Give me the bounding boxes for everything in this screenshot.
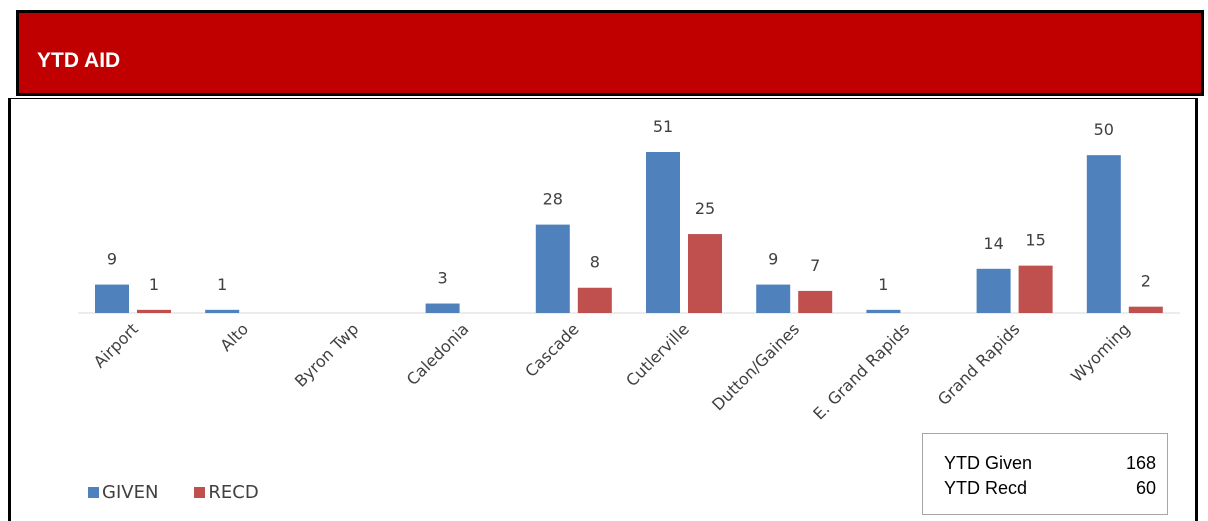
- totals-recd-label: YTD Recd: [944, 478, 1028, 498]
- category-label: Byron Twp: [291, 319, 362, 390]
- bar-recd: [688, 234, 722, 313]
- bar-given: [1086, 155, 1121, 313]
- totals-recd-value: 60: [1135, 478, 1156, 498]
- chart-frame: [8, 98, 1198, 521]
- category-label: Caledonia: [403, 319, 473, 389]
- category-label: Airport: [90, 319, 142, 371]
- bar-recd: [1018, 265, 1053, 313]
- data-label-given: 9: [768, 250, 778, 269]
- bar-given: [535, 224, 570, 313]
- legend-item-given: GIVEN: [88, 482, 158, 503]
- bar-recd: [137, 309, 171, 313]
- totals-box: YTD Given 168 YTD Recd 60: [922, 433, 1168, 515]
- data-label-recd: 7: [810, 256, 820, 275]
- category-label: Grand Rapids: [934, 319, 1024, 409]
- category-label: Wyoming: [1067, 319, 1134, 386]
- totals-given-value: 168: [1125, 453, 1156, 473]
- data-label-recd: 8: [590, 253, 600, 272]
- data-label-given: 3: [438, 269, 448, 288]
- title-banner: YTD AID: [16, 10, 1204, 96]
- category-label: Alto: [216, 319, 252, 355]
- totals-row-recd: YTD Recd 60: [944, 478, 1156, 499]
- bar-given: [95, 284, 129, 313]
- category-label: Cutlerville: [622, 319, 693, 390]
- data-label-given: 9: [107, 250, 117, 269]
- data-label-recd: 1: [149, 275, 159, 294]
- data-label-given: 51: [653, 117, 673, 136]
- totals-given-label: YTD Given: [944, 453, 1033, 473]
- bar-given: [425, 303, 460, 313]
- totals-row-given: YTD Given 168: [944, 453, 1156, 474]
- category-label: E. Grand Rapids: [809, 319, 913, 423]
- bar-recd: [577, 287, 612, 313]
- bar-given: [205, 309, 240, 313]
- data-label-given: 14: [983, 234, 1003, 253]
- legend-swatch-given: [88, 487, 99, 498]
- data-label-given: 1: [217, 275, 227, 294]
- data-label-given: 28: [543, 190, 563, 209]
- bar-given: [866, 309, 901, 313]
- page-title: YTD AID: [37, 49, 121, 72]
- data-label-given: 1: [878, 275, 888, 294]
- legend-label-recd: RECD: [208, 482, 259, 503]
- legend-item-recd: RECD: [194, 482, 259, 503]
- data-label-recd: 2: [1141, 272, 1151, 291]
- bar-given: [756, 284, 791, 313]
- legend: GIVEN RECD: [88, 482, 295, 503]
- bar-recd: [1128, 306, 1163, 313]
- bar-given: [976, 268, 1011, 313]
- bar-recd: [798, 290, 833, 313]
- data-label-given: 50: [1094, 120, 1114, 139]
- data-label-recd: 15: [1025, 231, 1045, 250]
- legend-label-given: GIVEN: [102, 482, 159, 503]
- category-label: Dutton/Gaines: [708, 319, 803, 414]
- category-label: Cascade: [521, 319, 582, 380]
- legend-swatch-recd: [194, 487, 206, 498]
- bar-given: [646, 152, 680, 313]
- data-label-recd: 25: [695, 199, 715, 218]
